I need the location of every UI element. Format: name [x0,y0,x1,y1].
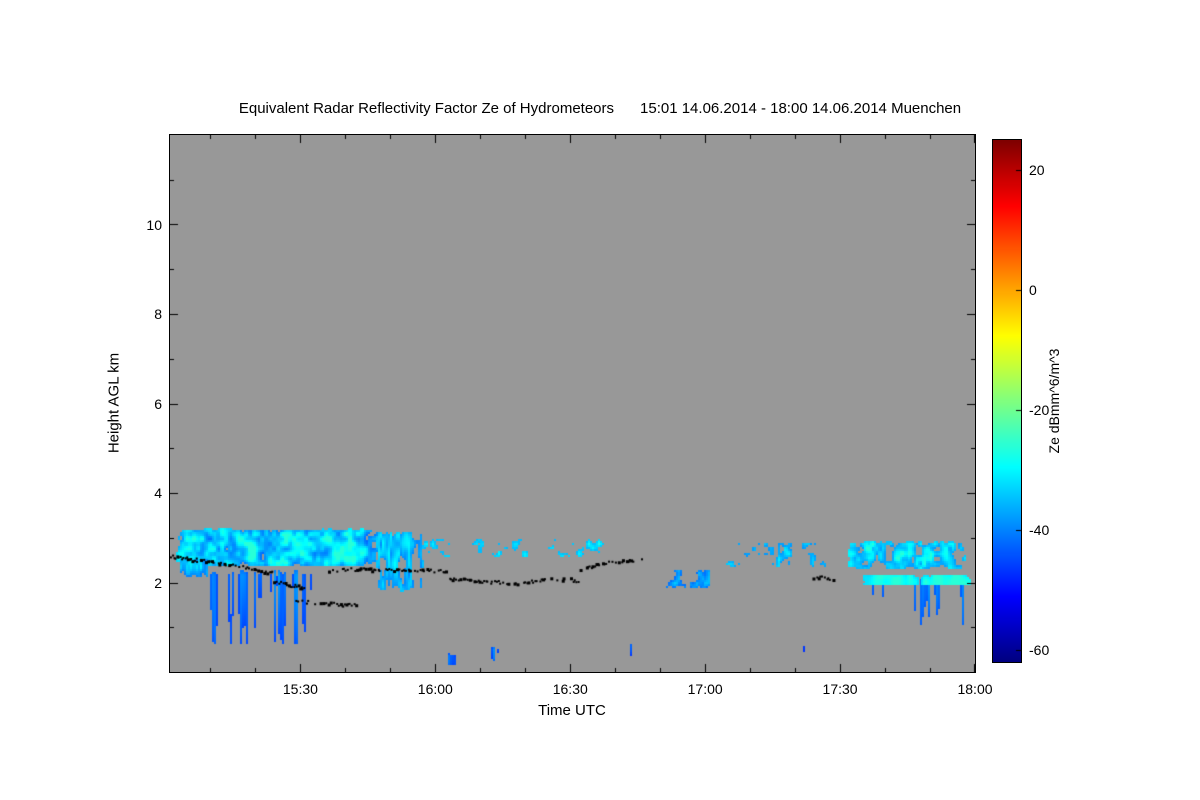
x-tick-label: 17:00 [687,681,723,697]
colorbar [992,139,1022,663]
y-tick-label: 2 [154,574,162,591]
x-tick-label: 18:00 [957,681,993,697]
colorbar-tick-label: -60 [1029,642,1050,658]
colorbar-tick-label: 0 [1029,282,1037,298]
colorbar-label: Ze dBmm^6/m^3 [1046,348,1062,454]
y-axis-label: Height AGL km [105,352,123,454]
colorbar-tick-label: -40 [1029,522,1050,538]
y-tick-label: 6 [154,395,162,412]
x-tick-label: 15:30 [282,681,318,697]
colorbar-tick-label: -20 [1029,402,1050,418]
y-tick-label: 10 [146,216,162,233]
y-tick-label: 8 [154,306,162,322]
y-tick-label: 4 [154,485,162,501]
x-tick-label: 16:30 [552,681,588,697]
chart-title-text: Equivalent Radar Reflectivity Factor Ze … [238,100,615,117]
colorbar-canvas [993,140,1021,662]
colorbar-tick-label: 20 [1029,162,1045,178]
heatmap-canvas [170,135,975,672]
chart-title: Equivalent Radar Reflectivity Factor Ze … [0,100,1200,117]
x-axis-label: Time UTC [538,702,606,719]
plot-area [169,134,976,673]
x-tick-label: 16:00 [417,681,453,697]
chart-period-label: 15:01 14.06.2014 - 18:00 14.06.2014 Muen… [640,100,962,117]
x-tick-label: 17:30 [822,681,858,697]
